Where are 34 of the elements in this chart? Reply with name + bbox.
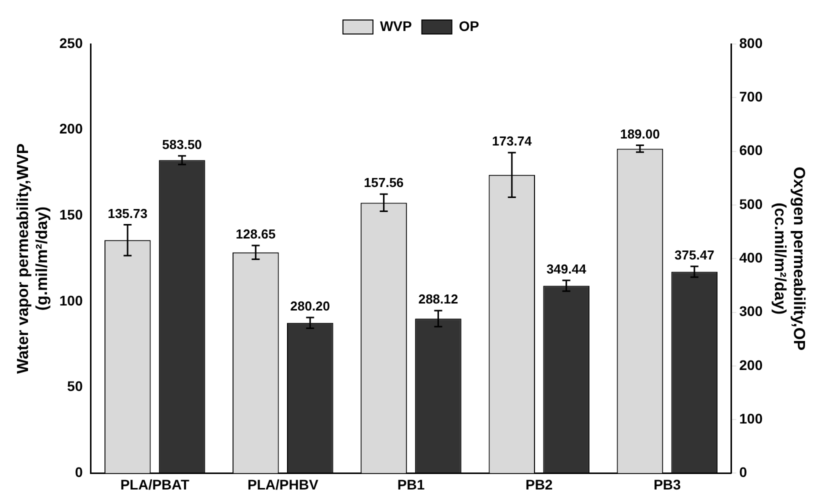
y2-tick-label: 0 — [739, 464, 748, 480]
y2-tick-label: 400 — [739, 249, 763, 266]
data-label: 157.56 — [364, 175, 404, 190]
y-tick-label: 200 — [59, 120, 83, 137]
x-tick-label: PB2 — [525, 476, 553, 492]
y2-tick-label: 200 — [739, 356, 763, 373]
y2-tick-label: 100 — [739, 410, 763, 426]
y-tick-label: 100 — [59, 292, 83, 308]
data-label: 173.74 — [492, 134, 533, 149]
data-label: 375.47 — [674, 247, 714, 262]
legend-label: OP — [458, 18, 480, 34]
data-label: 288.12 — [418, 292, 458, 307]
y-axis-title: Water vapor permeability,WVP (g.mil/m²/day) — [15, 143, 52, 374]
data-label: 349.44 — [546, 261, 587, 276]
x-tick-label: PLA/PBAT — [120, 476, 190, 492]
data-label: 189.00 — [620, 126, 660, 142]
x-tick-label: PLA/PHBV — [248, 476, 319, 492]
y2-tick-label: 800 — [739, 34, 763, 51]
y-tick-label: 0 — [74, 464, 83, 480]
y2-axis-title: Oxygen permeability,OP (cc.mil/m²/day) — [770, 166, 807, 351]
legend-label: WVP — [380, 18, 412, 34]
x-tick-label: PB3 — [654, 476, 682, 492]
y2-tick-label: 600 — [739, 142, 763, 158]
data-label: 583.50 — [162, 136, 202, 152]
data-label: 135.73 — [108, 206, 148, 221]
y2-tick-label: 300 — [739, 303, 763, 320]
y-tick-label: 250 — [59, 34, 83, 51]
data-label: 280.20 — [290, 298, 330, 314]
y2-tick-label: 700 — [739, 88, 763, 105]
y-tick-label: 150 — [59, 206, 83, 223]
y2-tick-label: 500 — [739, 196, 763, 212]
data-label: 128.65 — [236, 226, 276, 242]
y-tick-label: 50 — [67, 378, 83, 394]
x-tick-label: PB1 — [397, 476, 425, 492]
